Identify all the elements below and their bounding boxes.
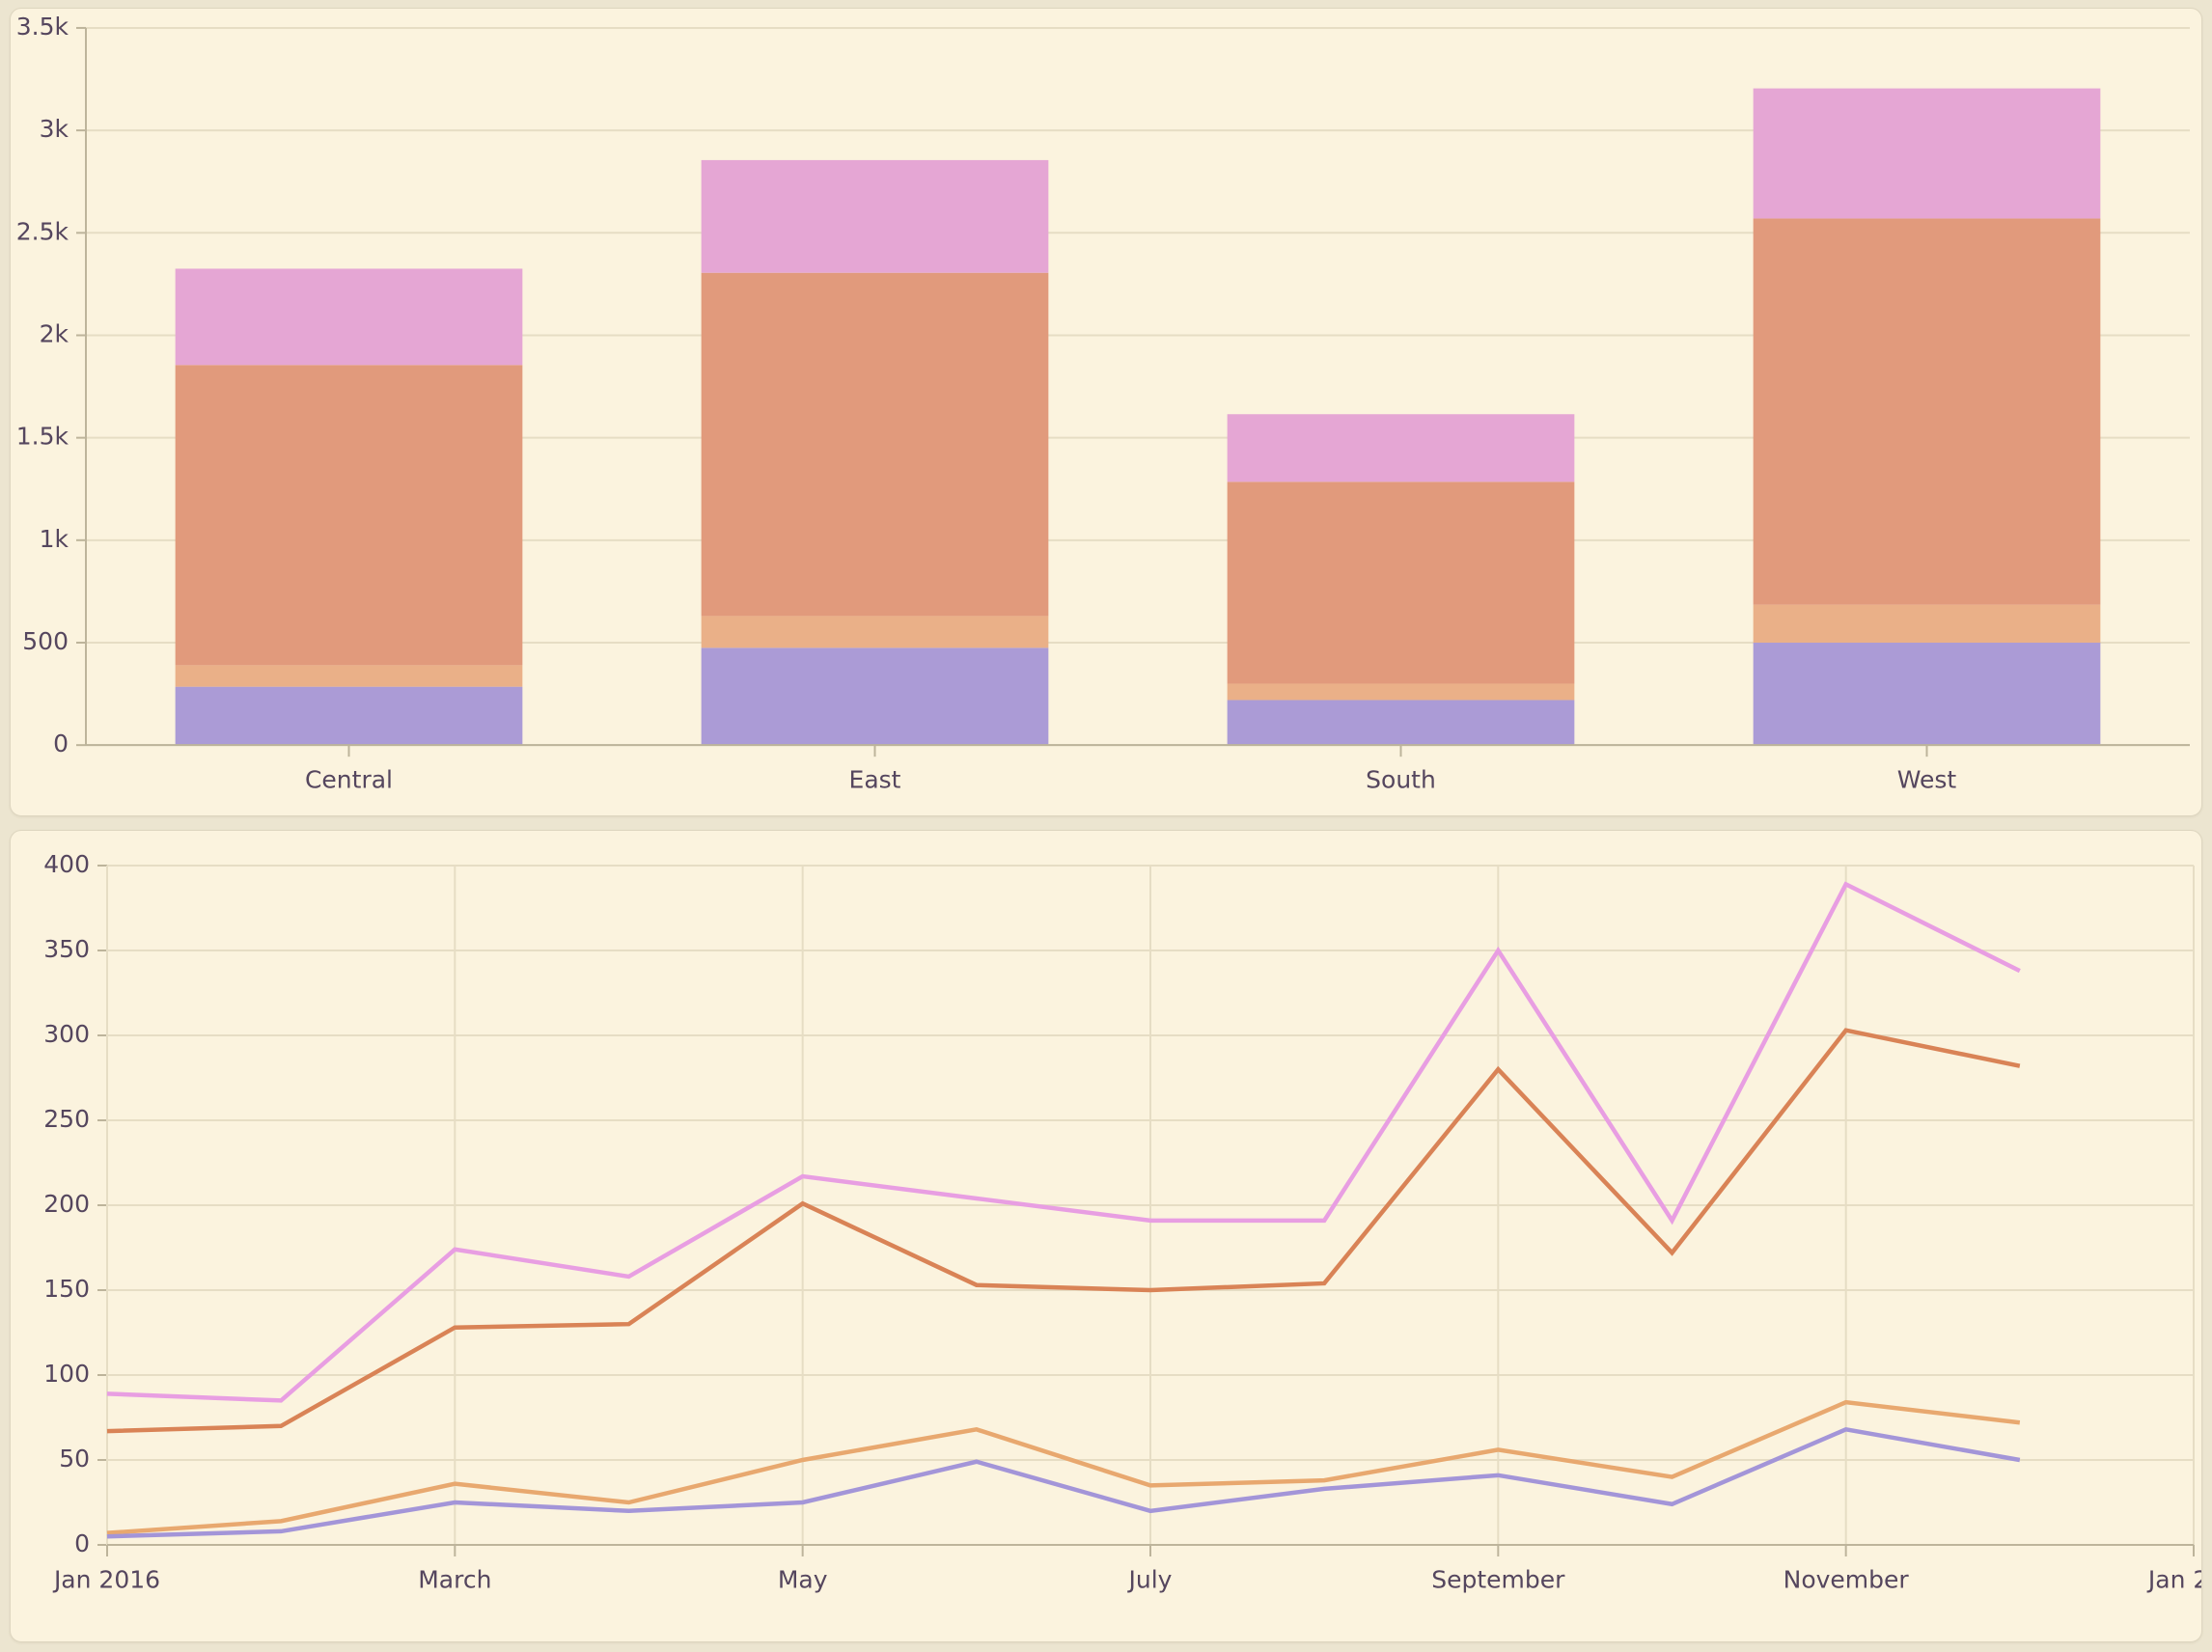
y-axis-tick-label: 2.5k: [16, 217, 69, 245]
x-axis-tick-label: September: [1431, 1565, 1565, 1593]
bar-segment[interactable]: [1753, 88, 2101, 219]
y-axis-tick-label: 350: [43, 935, 90, 963]
bar-segment[interactable]: [175, 365, 523, 666]
x-axis-tick-label: Jan 201: [2146, 1565, 2201, 1593]
line-x-axis: Jan 2016 March May July September November Jan…: [52, 1544, 2201, 1593]
bar-segment[interactable]: [1753, 642, 2101, 746]
bar-stack-group[interactable]: [701, 159, 1049, 746]
x-axis-tick-label: November: [1783, 1565, 1910, 1593]
bar-segment[interactable]: [175, 665, 523, 687]
bar-segment[interactable]: [1227, 683, 1575, 701]
stacked-bar-plot-area[interactable]: 0 500 1k 1.5k 2k 2.5k 3k 3.5k Central East South We…: [11, 9, 2201, 815]
stacked-bar-svg[interactable]: 0 500 1k 1.5k 2k 2.5k 3k 3.5k Central East South We…: [11, 9, 2201, 815]
bar-stack-group[interactable]: [1753, 88, 2101, 746]
y-axis-tick-label: 200: [43, 1190, 90, 1218]
x-axis-tick-label: July: [1127, 1565, 1173, 1593]
bar-segment[interactable]: [701, 616, 1049, 648]
x-axis-tick-label: West: [1897, 766, 1957, 794]
bar-segment[interactable]: [1227, 482, 1575, 684]
line-series[interactable]: [106, 881, 2021, 1403]
bar-groups[interactable]: [175, 88, 2101, 746]
line-plot-area[interactable]: 0 50 100 150 200 250 300 350 400 Jan 2016 March May…: [11, 831, 2201, 1641]
y-axis-tick-label: 1k: [40, 525, 69, 553]
y-axis-tick-label: 100: [43, 1360, 90, 1388]
bar-x-axis: Central East South West: [86, 744, 2190, 794]
y-axis-tick-label: 300: [43, 1020, 90, 1048]
bar-segment[interactable]: [175, 268, 523, 366]
y-axis-tick-label: 2k: [40, 319, 69, 347]
x-axis-tick-label: May: [778, 1565, 828, 1593]
line-chart-svg[interactable]: 0 50 100 150 200 250 300 350 400 Jan 2016 March May…: [11, 831, 2201, 1641]
y-axis-tick-label: 3k: [40, 115, 69, 143]
y-axis-tick-label: 1.5k: [16, 423, 69, 451]
line-series[interactable]: [106, 1399, 2021, 1535]
bar-stack-group[interactable]: [1227, 414, 1575, 746]
bar-segment[interactable]: [701, 647, 1049, 746]
x-axis-tick-label: March: [418, 1565, 491, 1593]
x-axis-tick-label: Central: [305, 766, 393, 794]
x-axis-tick-label: Jan 2016: [52, 1565, 160, 1593]
y-axis-tick-label: 500: [22, 627, 69, 655]
y-axis-tick-label: 3.5k: [16, 13, 69, 41]
bar-segment[interactable]: [701, 159, 1049, 273]
x-axis-tick-label: South: [1366, 766, 1436, 794]
y-axis-tick-label: 0: [53, 730, 69, 757]
bar-segment[interactable]: [1227, 414, 1575, 482]
line-series-group[interactable]: [106, 881, 2021, 1539]
y-axis-tick-label: 50: [59, 1445, 90, 1473]
bar-segment[interactable]: [1753, 218, 2101, 605]
bar-segment[interactable]: [1753, 604, 2101, 643]
y-axis-tick-label: 250: [43, 1105, 90, 1133]
y-axis-tick-label: 400: [43, 850, 90, 878]
bar-stack-group[interactable]: [175, 268, 523, 746]
bar-segment[interactable]: [701, 272, 1049, 617]
y-axis-tick-label: 150: [43, 1275, 90, 1303]
line-series[interactable]: [106, 1028, 2021, 1434]
line-series[interactable]: [106, 1426, 2021, 1539]
stacked-bar-chart-panel[interactable]: 0 500 1k 1.5k 2k 2.5k 3k 3.5k Central East South We…: [10, 8, 2202, 816]
line-gridlines: 0 50 100 150 200 250 300 350 400: [43, 850, 2194, 1557]
line-chart-panel[interactable]: 0 50 100 150 200 250 300 350 400 Jan 2016 March May…: [10, 830, 2202, 1642]
bar-segment[interactable]: [175, 686, 523, 746]
x-axis-tick-label: East: [849, 766, 901, 794]
bar-segment[interactable]: [1227, 700, 1575, 746]
y-axis-tick-label: 0: [74, 1529, 90, 1557]
